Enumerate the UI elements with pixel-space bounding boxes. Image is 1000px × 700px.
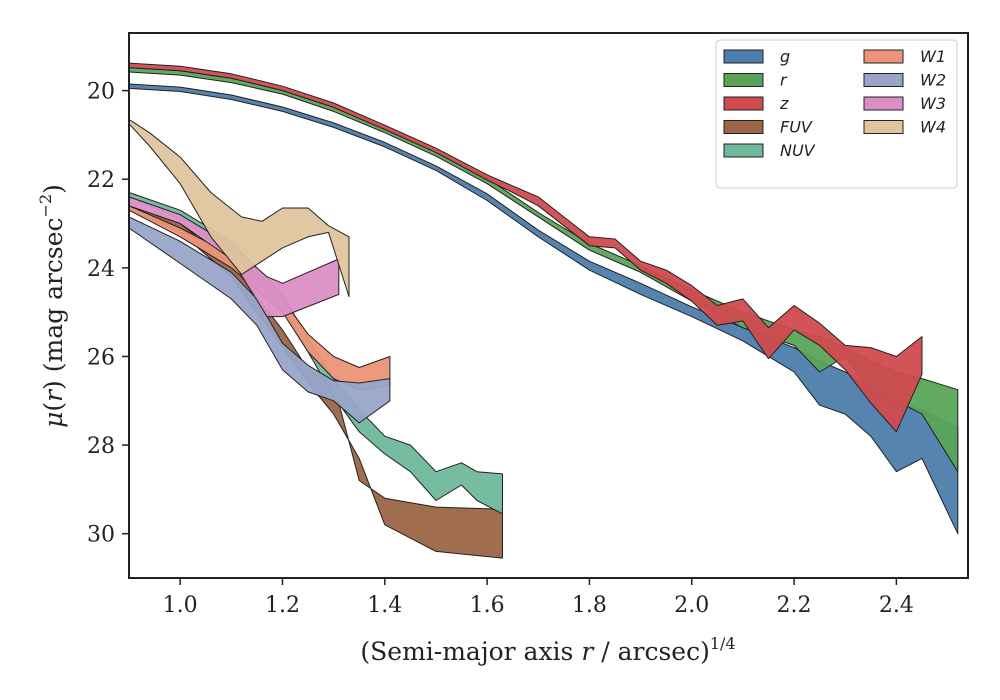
legend-label-r: r [780,71,788,90]
y-tick-label: 22 [87,168,115,193]
legend-swatch-w3 [863,96,904,111]
y-tick-label: 26 [87,345,115,370]
plot-frame [128,32,969,579]
y-tick-label: 28 [87,434,115,459]
legend-swatch-fuv [723,120,764,134]
legend-swatch-z [723,96,764,111]
legend-label-w4: W4 [920,118,946,137]
x-title-part: / arcsec) [593,637,710,666]
band-w4 [128,118,350,298]
legend-swatch-w4 [863,120,904,134]
y-title-part: ) (mag arcsec [39,217,68,390]
x-axis-ticks: 1.0 1.2 1.4 1.6 1.8 2.0 2.2 2.4 [163,578,914,618]
y-tick-label: 24 [87,257,115,282]
legend-label-z: z [779,94,789,113]
legend-label-w2: W2 [920,71,946,90]
x-title-part: (Semi-major axis [360,637,581,666]
x-title-variable: r [581,637,595,666]
y-title-symbol: μ [39,412,68,428]
legend-label-w3: W3 [920,94,946,113]
legend-label-w1: W1 [920,47,946,66]
x-tick-label: 1.2 [265,593,300,618]
y-title-part: ) [39,184,68,194]
legend-swatch-w1 [863,49,904,64]
y-tick-label: 30 [87,523,115,548]
legend-swatch-r [723,73,764,87]
y-tick-label: 20 [87,80,115,105]
legend-swatch-w2 [863,73,904,87]
x-tick-label: 2.2 [777,593,812,618]
x-tick-label: 1.8 [572,593,607,618]
y-axis-title: μ(r) (mag arcsec−2) [36,184,68,428]
legend-label-fuv: FUV [780,118,813,137]
data-bands [128,62,959,559]
legend: grz FUV NUV W1 W2 W3 W4 [715,39,958,189]
x-tick-label: 2.4 [879,593,914,618]
x-axis-title: (Semi-major axis r / arcsec)1/4 [360,634,735,666]
y-axis-ticks: 20 22 24 26 28 30 [87,80,129,548]
legend-label-g: g [780,47,790,66]
x-tick-label: 2.0 [674,593,709,618]
band-z [128,62,923,433]
y-title-exponent: −2 [36,194,55,218]
y-title-variable: r [39,388,68,402]
x-tick-label: 1.4 [367,593,402,618]
legend-swatch-g [723,49,764,64]
y-title-part: ( [39,402,68,412]
x-tick-label: 1.6 [470,593,505,618]
band-g [128,83,959,535]
x-title-exponent: 1/4 [710,634,736,653]
legend-label-nuv: NUV [780,141,816,160]
legend-swatch-nuv [723,143,764,158]
x-tick-label: 1.0 [163,593,198,618]
